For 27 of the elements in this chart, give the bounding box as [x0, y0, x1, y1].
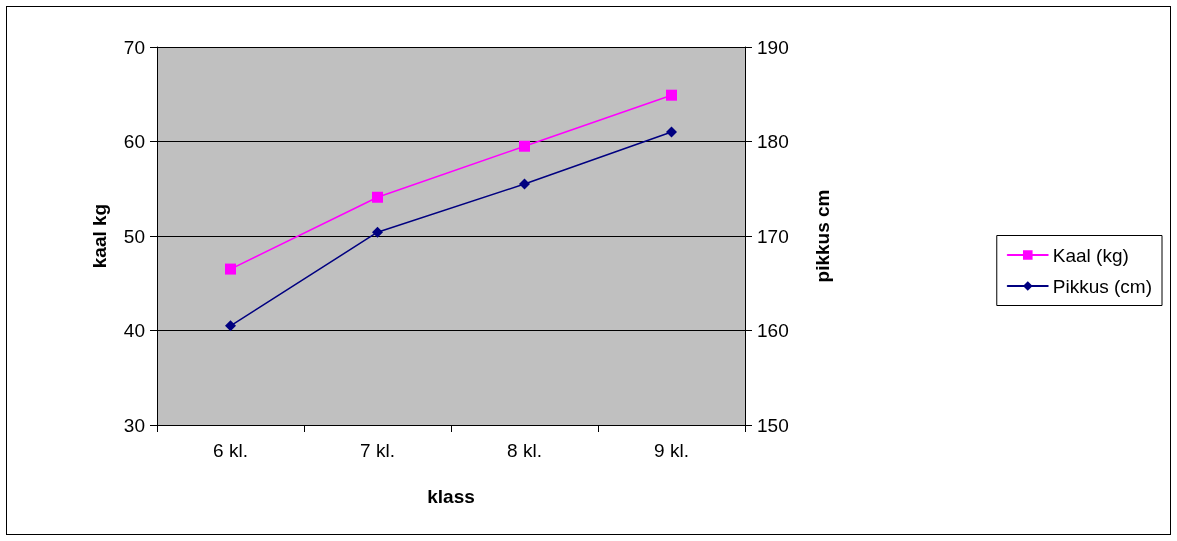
y-tick-label: 50	[123, 225, 145, 247]
x-tick-label: 9 kl.	[654, 440, 689, 461]
y2-tick-label: 170	[757, 225, 789, 247]
point	[519, 140, 530, 152]
y2-tick-label: 190	[757, 36, 789, 58]
point	[225, 320, 236, 332]
point	[666, 89, 677, 101]
y-tick-label: 70	[123, 36, 145, 58]
legend-label: Kaal (kg)	[1052, 244, 1129, 266]
x-axis-title: klass	[427, 486, 475, 507]
legend-label: Pikkus (cm)	[1052, 275, 1153, 297]
point	[666, 126, 677, 138]
y2-tick-label: 180	[757, 131, 789, 152]
point	[225, 263, 236, 275]
point	[519, 178, 530, 190]
y2-tick-label: 160	[757, 320, 789, 341]
x-tick-label: 7 kl.	[360, 440, 395, 461]
x-tick-label: 8 kl.	[507, 440, 542, 461]
x-tick-label: 6 kl.	[213, 440, 248, 461]
y-tick-label: 30	[123, 414, 145, 436]
point	[372, 226, 383, 238]
y-tick-label: 60	[123, 131, 145, 152]
y-tick-label: 40	[123, 320, 145, 341]
y2-axis-title: pikkus cm	[812, 189, 833, 283]
y-axis-title: kaal kg	[89, 203, 110, 269]
point	[372, 191, 383, 203]
y2-tick-label: 150	[757, 414, 789, 436]
